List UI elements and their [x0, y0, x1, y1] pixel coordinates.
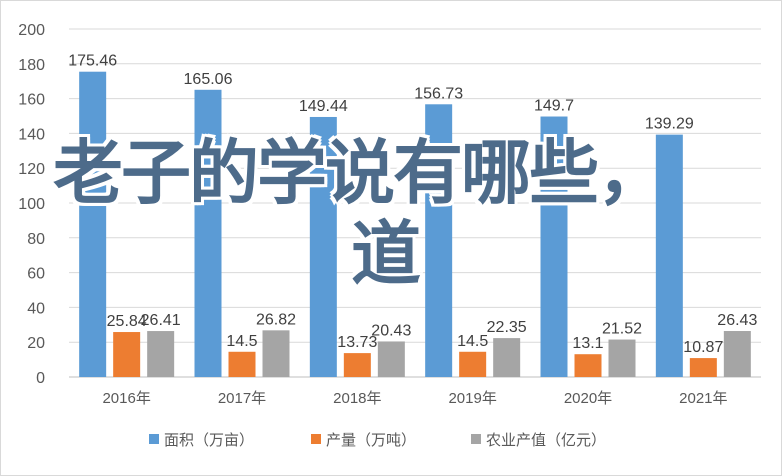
bar-area: [540, 116, 568, 377]
bar-area: [309, 116, 337, 378]
data-label: 14.5: [457, 333, 488, 350]
x-tick-label: 2018年: [333, 390, 381, 407]
x-tick-label: 2019年: [448, 390, 496, 407]
data-label: 149.44: [299, 98, 348, 115]
bar-value: [147, 331, 175, 377]
bar-area: [194, 89, 222, 378]
bar-yield: [113, 332, 141, 377]
x-tick-label: 2016年: [102, 390, 150, 407]
legend-label: 面积（万亩）: [164, 431, 254, 449]
y-tick-label: 140: [18, 126, 45, 143]
overlay-title-line2: 道: [351, 213, 421, 295]
data-label: 156.73: [414, 85, 463, 102]
y-tick-label: 100: [18, 196, 45, 213]
bar-yield: [343, 353, 371, 377]
x-tick-label: 2021年: [679, 390, 727, 407]
data-label: 26.41: [141, 312, 181, 329]
y-tick-label: 200: [18, 22, 45, 39]
legend-swatch: [311, 434, 321, 444]
data-label: 165.06: [184, 71, 233, 88]
y-tick-label: 0: [36, 370, 45, 387]
bar-value: [723, 331, 751, 377]
bar-yield: [459, 351, 487, 377]
legend-swatch: [149, 434, 159, 444]
overlay-title-line1: 老子的学说有哪些，: [53, 132, 667, 214]
bar-yield: [689, 358, 717, 377]
y-tick-label: 20: [27, 335, 45, 352]
data-label: 175.46: [68, 53, 117, 70]
legend-label: 农业产值（亿元）: [486, 432, 606, 449]
y-tick-label: 80: [27, 231, 45, 248]
y-tick-label: 40: [27, 300, 45, 317]
bar-value: [262, 330, 290, 377]
data-label: 20.43: [371, 322, 411, 339]
data-label: 10.87: [683, 339, 723, 356]
data-label: 139.29: [645, 116, 694, 133]
data-label: 26.82: [256, 311, 296, 328]
x-tick-label: 2020年: [564, 390, 612, 407]
data-label: 26.43: [717, 312, 757, 329]
data-label: 25.84: [107, 313, 147, 330]
bar-value: [608, 339, 636, 377]
bar-area: [655, 134, 683, 377]
y-tick-label: 180: [18, 57, 45, 74]
data-label: 21.52: [602, 321, 642, 338]
bar-value: [493, 338, 521, 377]
data-label: 22.35: [487, 319, 527, 336]
y-tick-label: 120: [18, 161, 45, 178]
data-label: 13.1: [572, 335, 603, 352]
bar-area: [79, 71, 107, 378]
y-tick-label: 160: [18, 92, 45, 109]
data-label: 149.7: [534, 98, 574, 115]
data-label: 13.73: [337, 334, 377, 351]
bar-value: [377, 341, 405, 377]
bar-yield: [228, 351, 256, 377]
legend-label: 产量（万吨）: [326, 432, 416, 449]
y-tick-label: 60: [27, 266, 45, 283]
data-label: 14.5: [226, 333, 257, 350]
bar-area: [425, 104, 453, 378]
legend-swatch: [471, 434, 481, 444]
x-tick-label: 2017年: [218, 390, 266, 407]
bar-yield: [574, 354, 602, 377]
